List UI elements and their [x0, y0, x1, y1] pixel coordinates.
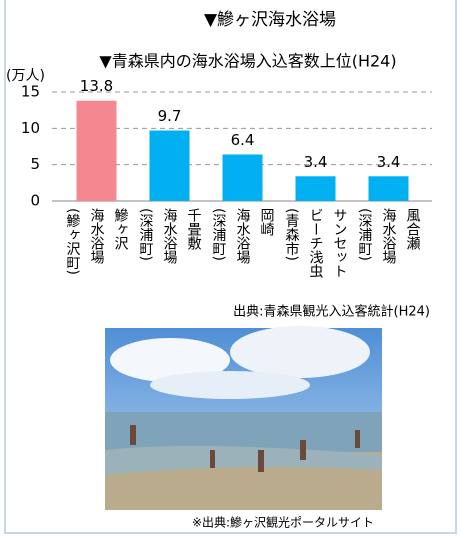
bar: [296, 176, 336, 201]
data-label: 9.7: [158, 107, 182, 125]
photo: [105, 326, 382, 510]
data-label: 3.4: [304, 153, 328, 171]
y-tick-label: 10: [21, 119, 40, 137]
page-title: ▼鰺ヶ沢海水浴場: [204, 10, 336, 30]
source-note: 出典:青森県観光入込客統計(H24): [233, 304, 430, 320]
y-tick-label: 5: [30, 155, 40, 173]
x-tick-label: 鰺ヶ沢 海水浴場 (鰺ヶ沢町): [61, 208, 133, 298]
photo-caption: ※出典:鰺ヶ沢観光ポータルサイト: [192, 515, 374, 530]
bar: [150, 131, 190, 201]
data-label: 3.4: [377, 153, 401, 171]
bar: [223, 154, 263, 201]
x-tick-label: サンセット ビーチ浅虫 (青森市): [280, 208, 352, 298]
page: ▼鰺ヶ沢海水浴場 ▼青森県内の海水浴場入込客数上位(H24) (万人) 出典:青…: [0, 0, 461, 536]
data-label: 13.8: [80, 77, 113, 95]
chart-title: ▼青森県内の海水浴場入込客数上位(H24): [99, 52, 396, 71]
y-tick-label: 15: [21, 83, 40, 101]
bar: [77, 101, 117, 201]
bar: [369, 176, 409, 201]
data-label: 6.4: [231, 131, 255, 149]
y-tick-label: 0: [30, 192, 40, 210]
x-tick-label: 千畳敷 海水浴場 (深浦町): [134, 208, 206, 298]
x-tick-label: 風合瀬 海水浴場 (深浦町): [353, 208, 425, 298]
x-tick-label: 岡崎 海水浴場 (深浦町): [207, 208, 279, 298]
